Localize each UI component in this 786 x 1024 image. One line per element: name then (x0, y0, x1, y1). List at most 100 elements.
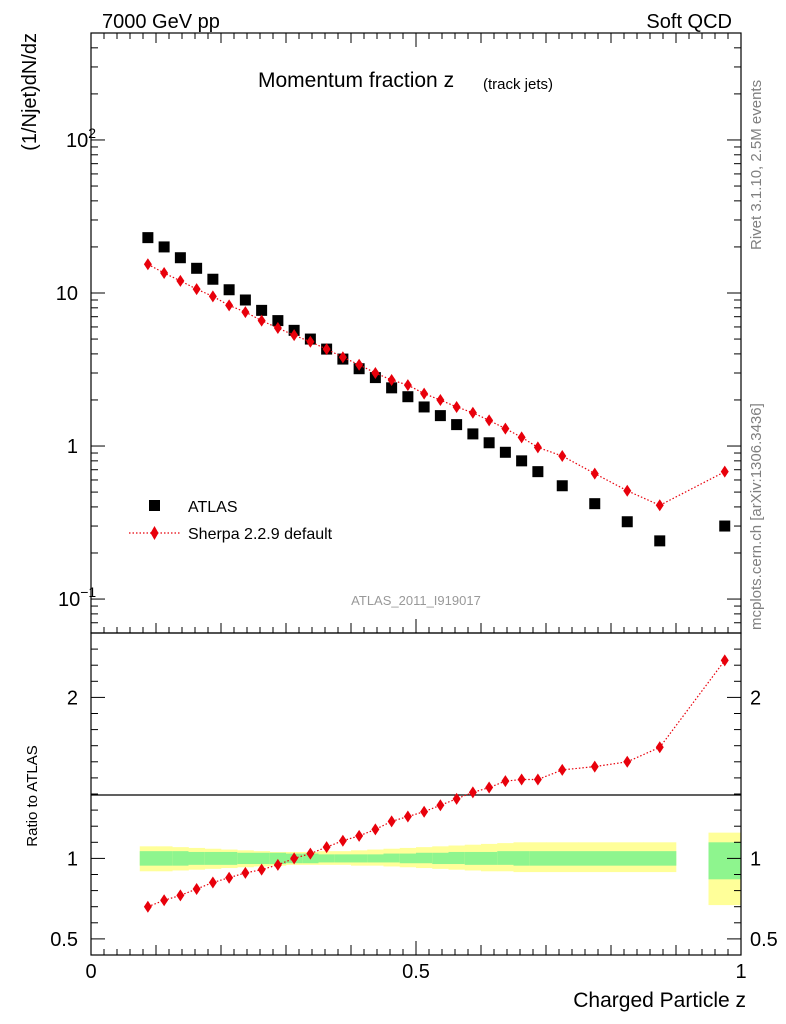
x-tick-label: 1 (735, 961, 746, 983)
stat-uncertainty-band (188, 851, 206, 865)
stat-uncertainty-band (464, 851, 482, 865)
sherpa-data-point (533, 441, 542, 454)
sherpa-data-point (517, 431, 526, 444)
header-energy-label: 7000 GeV pp (102, 11, 220, 33)
atlas-data-point (451, 419, 463, 431)
sherpa-data-point (306, 335, 315, 348)
sherpa-ratio-point (355, 829, 364, 842)
sherpa-data-point (655, 499, 664, 512)
stat-uncertainty-band (513, 851, 531, 866)
atlas-data-point (386, 382, 398, 394)
sherpa-ratio-point (257, 863, 266, 876)
legend-marker-atlas (149, 500, 160, 511)
y-tick-label: 10−1 (58, 584, 96, 611)
sherpa-ratio-point (273, 858, 282, 871)
atlas-data-point (223, 284, 235, 296)
atlas-data-point (654, 535, 666, 547)
atlas-data-point (207, 273, 219, 285)
stat-uncertainty-band (253, 852, 271, 865)
sherpa-data-point (558, 450, 567, 463)
sherpa-ratio-point (338, 834, 347, 847)
legend: ATLAS Sherpa 2.2.9 default (129, 499, 333, 543)
sherpa-ratio-point (590, 760, 599, 773)
atlas-data-point (483, 437, 495, 449)
atlas-data-point (402, 391, 414, 403)
stat-uncertainty-band (432, 852, 449, 865)
stat-uncertainty-band (578, 851, 612, 866)
ratio-y-axis-label: Ratio to ATLAS (24, 745, 41, 846)
sherpa-ratio-point (655, 741, 664, 754)
sherpa-line (147, 263, 726, 506)
legend-label-atlas: ATLAS (188, 499, 238, 516)
sherpa-data-point (176, 274, 185, 287)
stat-uncertainty-band (237, 852, 254, 865)
stat-uncertainty-band (172, 851, 189, 866)
sherpa-data-point (208, 290, 217, 303)
sherpa-data-point (485, 414, 494, 427)
sherpa-ratio-point (623, 755, 632, 768)
sherpa-data-point (160, 267, 169, 280)
sherpa-data-point (355, 358, 364, 371)
atlas-data-point (467, 428, 479, 440)
atlas-data-point (499, 446, 511, 458)
atlas-data-point (191, 262, 203, 274)
stat-uncertainty-band (497, 851, 514, 865)
sherpa-data-point (225, 299, 234, 312)
atlas-data-point (532, 466, 544, 478)
stat-uncertainty-band (383, 853, 401, 863)
atlas-data-point (158, 241, 170, 253)
ratio-y-tick-label: 0.5 (50, 929, 78, 951)
y-tick-label: 1 (67, 436, 78, 458)
sherpa-ratio-point (208, 876, 217, 889)
rivet-version-label: Rivet 3.1.10, 2.5M events (748, 80, 765, 250)
ratio-y-tick-label-right: 1 (750, 848, 761, 870)
stat-uncertainty-band (334, 854, 352, 863)
x-axis-label: Charged Particle z (573, 989, 746, 1012)
stat-uncertainty-band (351, 854, 368, 863)
atlas-data-point (621, 516, 633, 528)
ratio-plot-frame (90, 632, 742, 956)
atlas-data-point (719, 520, 731, 532)
mcplots-label: mcplots.cern.ch [arXiv:1306.3436] (748, 403, 765, 630)
stat-uncertainty-band (367, 854, 384, 863)
x-tick-label: 0.5 (402, 961, 430, 983)
sherpa-ratio-point (160, 894, 169, 907)
sherpa-ratio-point (290, 852, 299, 865)
sherpa-data-point (420, 387, 429, 400)
sherpa-ratio-point (436, 799, 445, 812)
sherpa-data-point (273, 322, 282, 335)
atlas-data-point (516, 455, 528, 467)
stat-uncertainty-band (204, 851, 222, 865)
sherpa-data-point (371, 367, 380, 380)
stat-uncertainty-band (546, 851, 579, 866)
ratio-y-tick-label: 1 (67, 848, 78, 870)
stat-uncertainty-band (156, 851, 173, 866)
sherpa-data-point (452, 400, 461, 413)
sherpa-ratio-point (143, 900, 152, 913)
sherpa-ratio-point (452, 792, 461, 805)
sherpa-data-point (143, 258, 152, 271)
sherpa-ratio-point (517, 773, 526, 786)
legend-label-sherpa: Sherpa 2.2.9 default (188, 526, 333, 543)
stat-uncertainty-band (399, 853, 417, 864)
legend-marker-sherpa (150, 526, 159, 540)
sherpa-ratio-point (176, 889, 185, 902)
sherpa-data-point (468, 406, 477, 419)
sherpa-data-point (241, 306, 250, 319)
atlas-data-point (256, 304, 268, 316)
stat-uncertainty-band (416, 852, 433, 864)
ratio-y-tick-label-right: 0.5 (750, 929, 778, 951)
sherpa-data-point (387, 374, 396, 387)
ratio-y-tick-label-right: 2 (750, 687, 761, 709)
stat-uncertainty-band (139, 851, 157, 866)
stat-uncertainty-band (611, 851, 644, 866)
ratio-y-tick-label: 2 (67, 687, 78, 709)
sherpa-ratio-point (533, 773, 542, 786)
sherpa-ratio-line (147, 660, 726, 908)
stat-uncertainty-band (481, 851, 498, 865)
main-panel: 10−1 1 10 102 Momentum fraction z (track je… (19, 32, 742, 634)
sherpa-data-point (192, 283, 201, 296)
sherpa-ratio-point (225, 871, 234, 884)
stat-uncertainty-band (448, 851, 466, 865)
